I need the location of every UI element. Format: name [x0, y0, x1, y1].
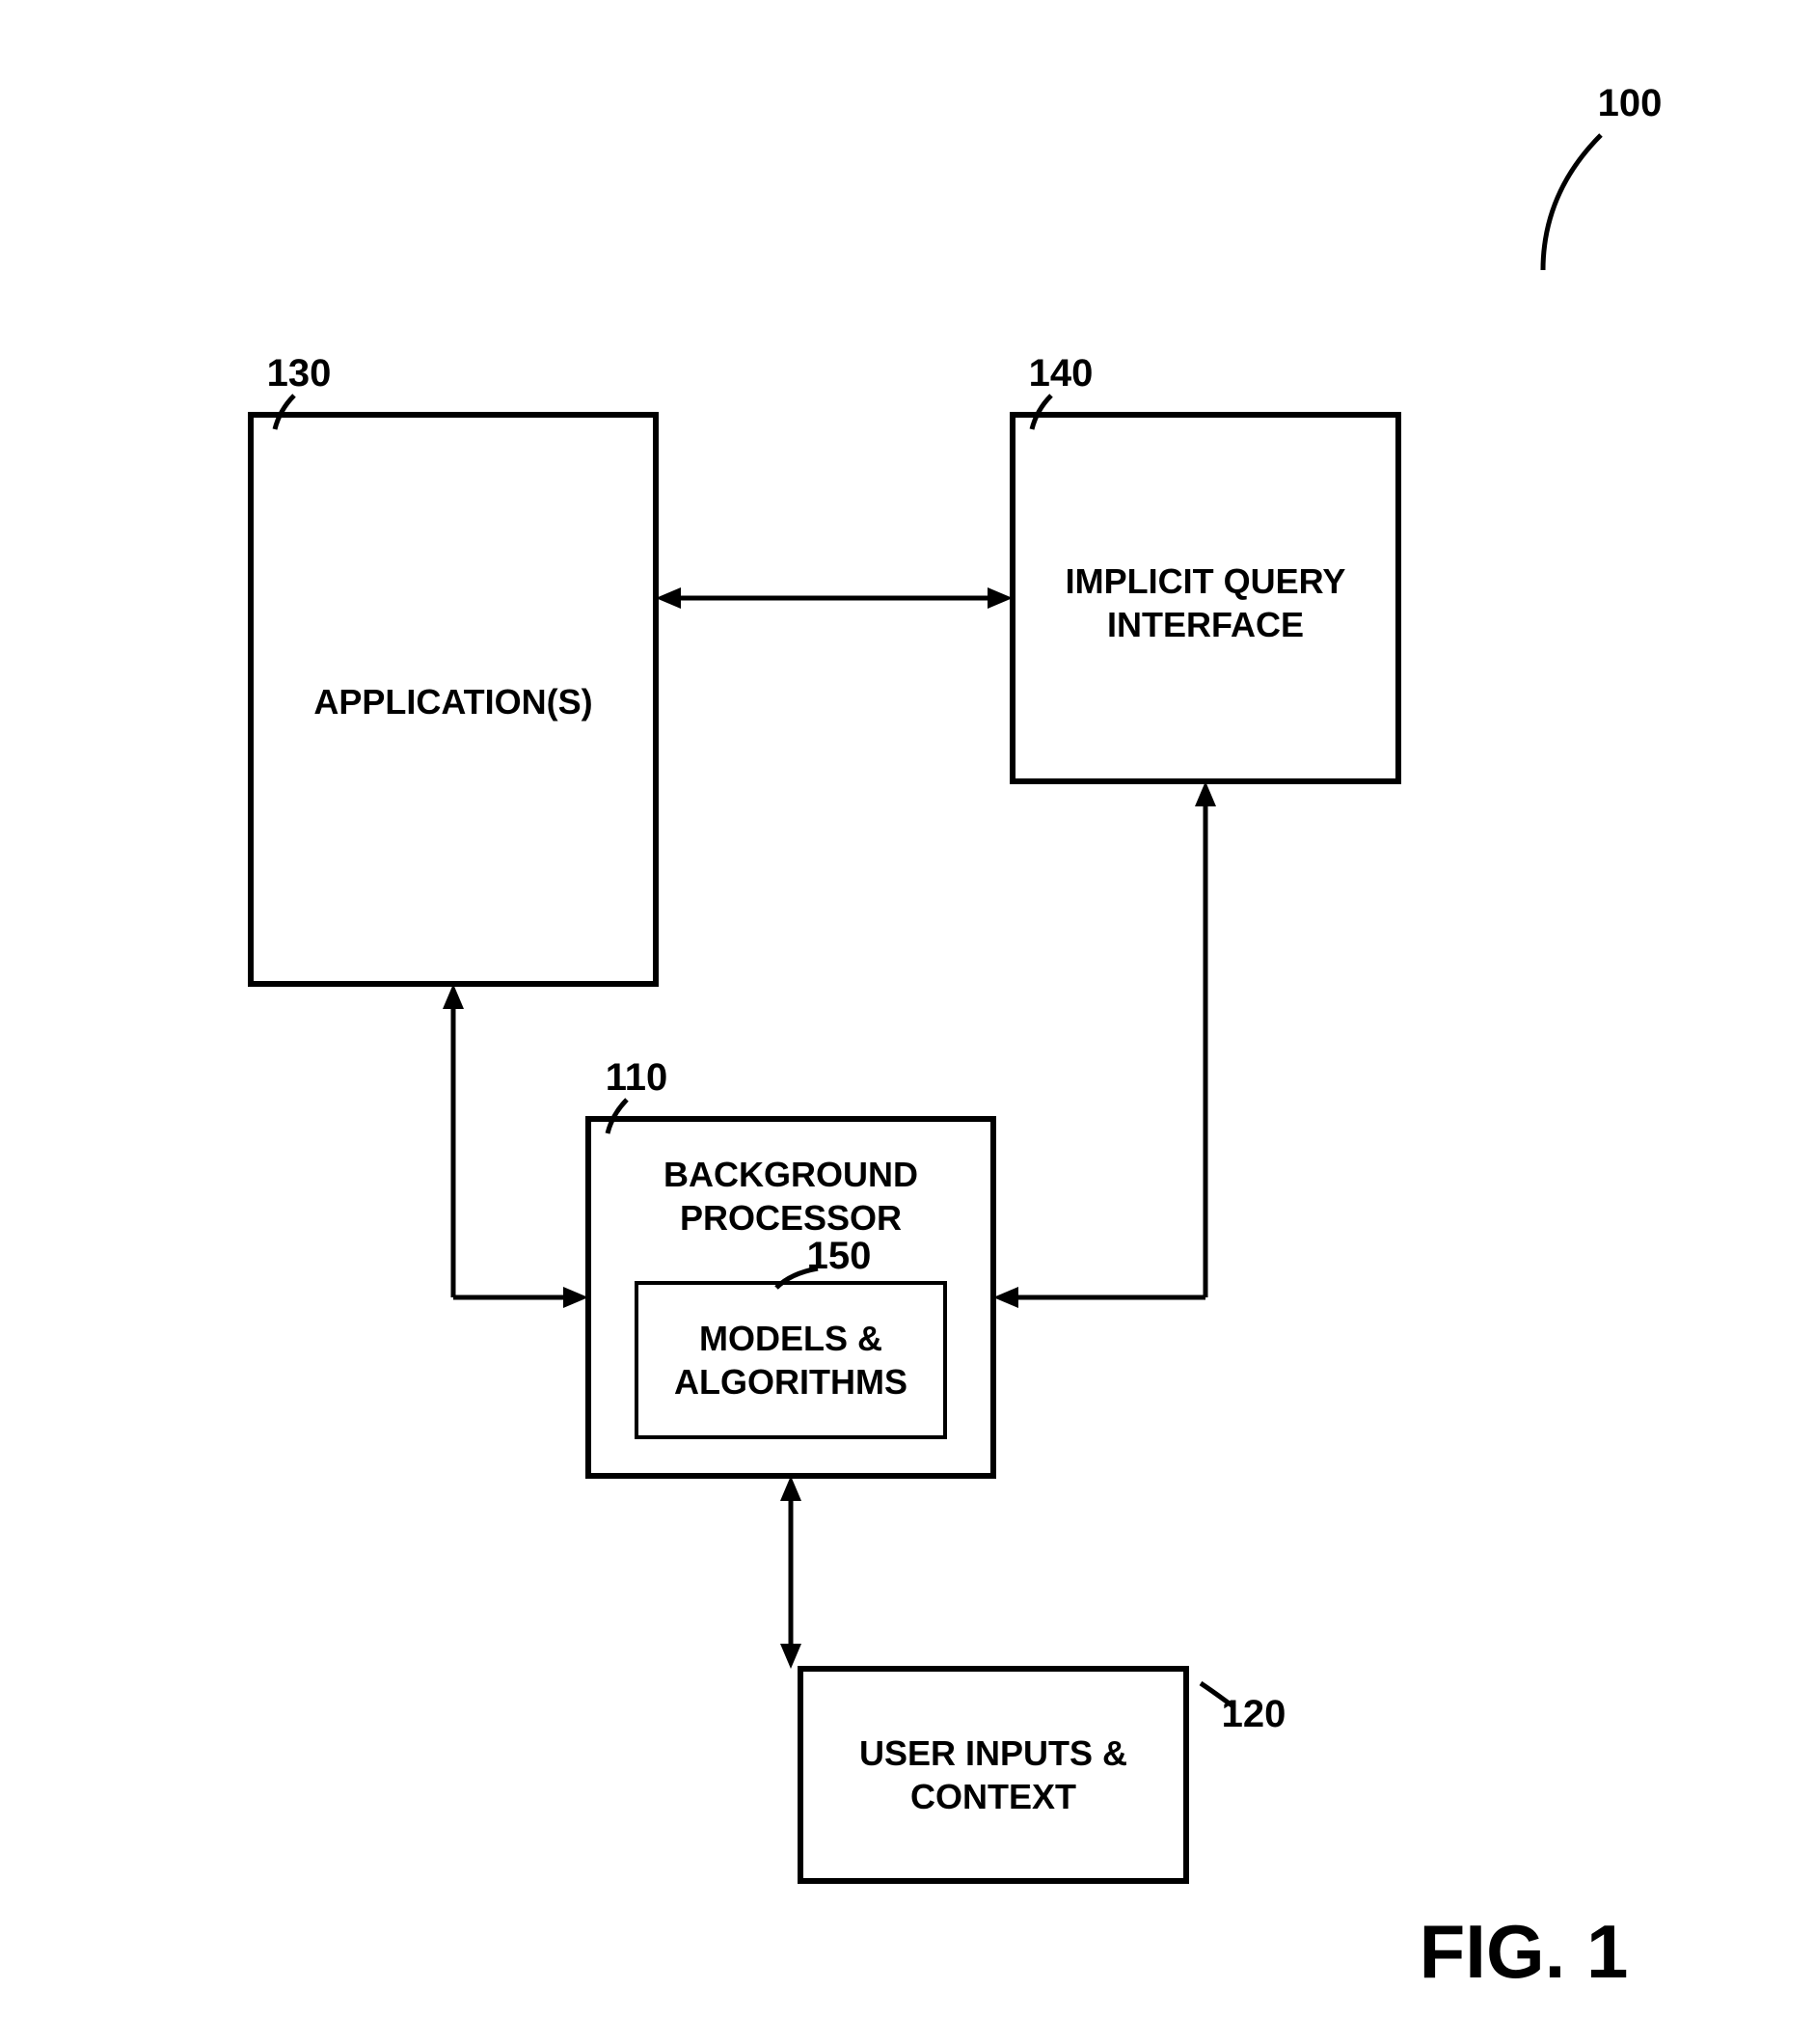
node-models-rect [636, 1283, 945, 1437]
ref-processor-label: 110 [606, 1056, 668, 1099]
edge-apps-to-processor [443, 984, 588, 1308]
node-models-label-2: ALGORITHMS [674, 1362, 907, 1402]
node-userinputs-label-2: CONTEXT [910, 1777, 1076, 1816]
node-userinputs: USER INPUTS & CONTEXT 120 [800, 1669, 1286, 1881]
ref-interface-label: 140 [1029, 352, 1094, 395]
node-userinputs-label-1: USER INPUTS & [859, 1733, 1127, 1773]
node-processor: BACKGROUND PROCESSOR MODELS & ALGORITHMS… [588, 1056, 993, 1476]
node-processor-label-2: PROCESSOR [680, 1198, 902, 1238]
ref-system: 100 [1543, 82, 1662, 270]
node-interface-label-1: IMPLICIT QUERY [1066, 561, 1346, 601]
edge-interface-to-processor [993, 781, 1216, 1308]
ref-applications-label: 130 [267, 352, 332, 395]
edge-apps-to-interface [656, 587, 1013, 609]
edge-processor-to-user [780, 1476, 801, 1669]
node-applications: APPLICATION(S) 130 [251, 352, 656, 984]
node-models-label-1: MODELS & [699, 1319, 882, 1358]
node-interface-label-2: INTERFACE [1107, 605, 1304, 644]
figure-caption: FIG. 1 [1420, 1909, 1629, 1994]
node-userinputs-rect [800, 1669, 1186, 1881]
ref-userinputs-label: 120 [1222, 1693, 1286, 1735]
node-applications-label: APPLICATION(S) [313, 682, 592, 722]
node-processor-label-1: BACKGROUND [663, 1155, 918, 1194]
node-interface: IMPLICIT QUERY INTERFACE 140 [1013, 352, 1398, 781]
ref-system-label: 100 [1598, 82, 1663, 124]
ref-system-leader [1543, 135, 1601, 270]
